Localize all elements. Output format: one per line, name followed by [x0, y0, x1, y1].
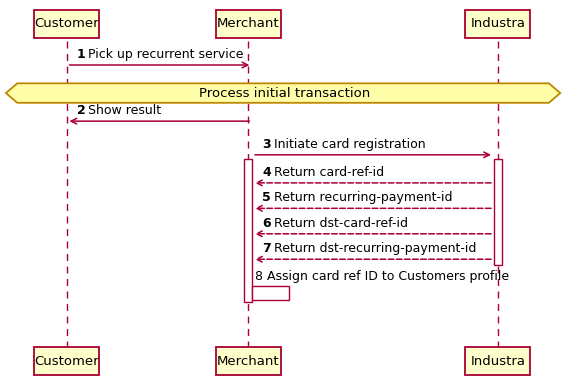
Text: Return recurring-payment-id: Return recurring-payment-id — [270, 191, 452, 204]
FancyBboxPatch shape — [34, 347, 99, 375]
Text: Return dst-card-ref-id: Return dst-card-ref-id — [270, 217, 408, 230]
Text: Merchant: Merchant — [217, 17, 279, 30]
Text: Customer: Customer — [34, 355, 99, 368]
FancyBboxPatch shape — [244, 159, 252, 302]
Text: Pick up recurrent service: Pick up recurrent service — [84, 48, 243, 61]
FancyBboxPatch shape — [216, 10, 281, 38]
Text: 8 Assign card ref ID to Customers profile: 8 Assign card ref ID to Customers profil… — [255, 270, 509, 283]
Text: 7: 7 — [263, 242, 271, 255]
FancyBboxPatch shape — [465, 347, 530, 375]
Text: Industra: Industra — [470, 17, 525, 30]
FancyBboxPatch shape — [216, 347, 281, 375]
Text: 4: 4 — [263, 166, 271, 179]
Text: Merchant: Merchant — [217, 355, 279, 368]
Text: 2: 2 — [77, 104, 85, 117]
FancyBboxPatch shape — [465, 10, 530, 38]
Text: Return dst-recurring-payment-id: Return dst-recurring-payment-id — [270, 242, 476, 255]
Text: 3: 3 — [263, 138, 271, 151]
Text: Return card-ref-id: Return card-ref-id — [270, 166, 384, 179]
Text: 5: 5 — [263, 191, 271, 204]
Text: 6: 6 — [263, 217, 271, 230]
FancyBboxPatch shape — [494, 159, 502, 265]
Text: Industra: Industra — [470, 355, 525, 368]
FancyBboxPatch shape — [252, 286, 289, 300]
Text: Initiate card registration: Initiate card registration — [270, 138, 425, 151]
Text: Customer: Customer — [34, 17, 99, 30]
Text: Show result: Show result — [84, 104, 162, 117]
Polygon shape — [6, 83, 560, 103]
Text: Process initial transaction: Process initial transaction — [200, 87, 370, 100]
FancyBboxPatch shape — [34, 10, 99, 38]
Text: 1: 1 — [77, 48, 85, 61]
